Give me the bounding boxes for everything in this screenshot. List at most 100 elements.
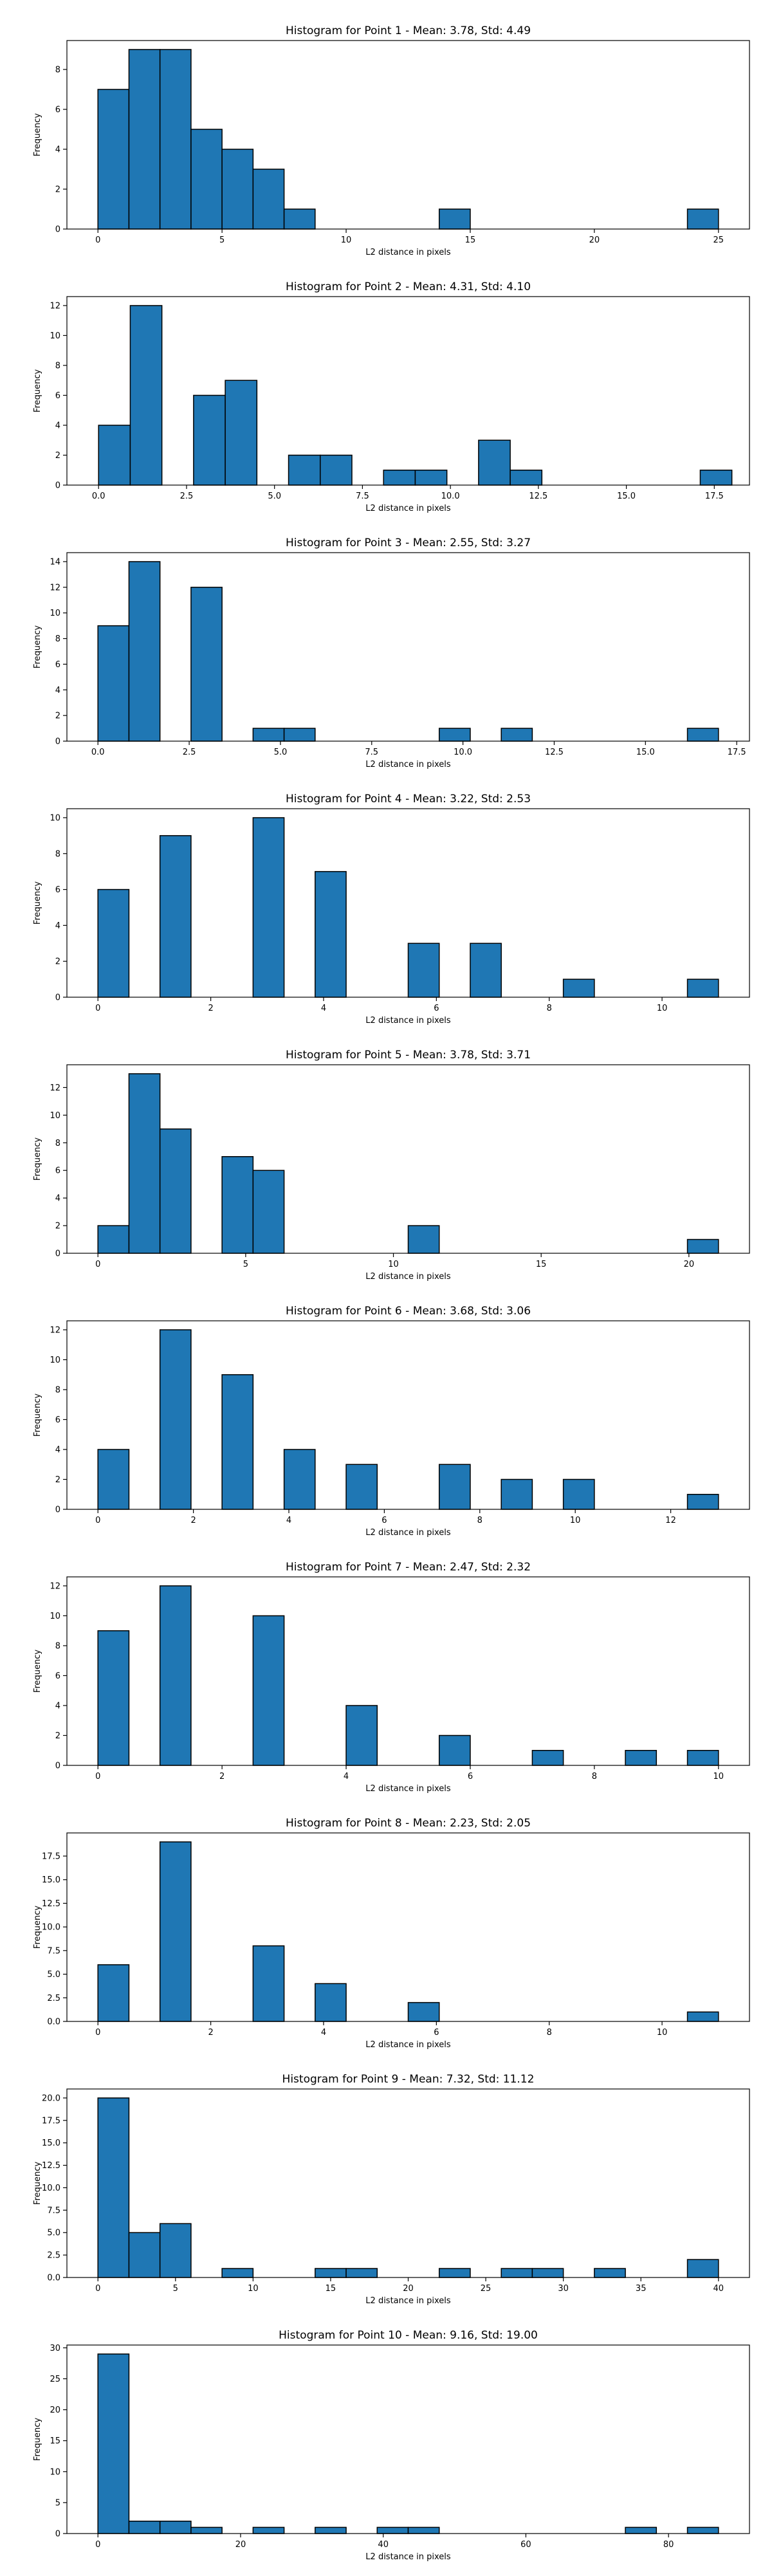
y-tick-label: 12 (50, 1581, 60, 1591)
x-axis-label: L2 distance in pixels (365, 2552, 451, 2562)
y-tick-label: 4 (55, 421, 60, 430)
x-tick-label: 0 (95, 235, 100, 245)
y-tick-label: 0 (55, 1505, 60, 1515)
y-tick-label: 30 (50, 2344, 60, 2353)
y-tick-label: 2.5 (47, 2251, 60, 2261)
histogram-bar (407, 943, 440, 998)
y-tick-label: 12 (50, 301, 60, 311)
y-tick-label: 0 (55, 737, 60, 747)
x-tick-label: 8 (592, 1772, 597, 1781)
x-tick-label: 10 (657, 1004, 668, 1013)
histogram-bar (190, 2526, 223, 2534)
y-axis-label: Frequency (33, 113, 42, 156)
histogram-bar (128, 1073, 161, 1254)
x-tick-label: 0 (95, 1004, 100, 1013)
y-tick-label: 7.5 (47, 1946, 60, 1956)
histogram-bar (686, 1749, 719, 1766)
histogram-bar (97, 1449, 130, 1510)
y-tick-label: 20.0 (42, 2093, 60, 2103)
y-axis-label: Frequency (33, 1137, 42, 1181)
histogram-bar (562, 979, 595, 998)
axes-frame (66, 552, 750, 742)
x-tick-label: 0 (95, 2028, 100, 2038)
axes-frame (66, 808, 750, 998)
x-tick-label: 2 (208, 1004, 213, 1013)
x-tick-label: 5.0 (274, 748, 288, 757)
x-tick-label: 4 (321, 2028, 326, 2038)
x-tick-label: 6 (434, 2028, 439, 2038)
y-tick-label: 4 (55, 921, 60, 931)
histogram-bar (510, 469, 543, 486)
y-tick-label: 17.5 (42, 2116, 60, 2126)
x-tick-label: 7.5 (365, 748, 378, 757)
x-axis-label: L2 distance in pixels (365, 2040, 451, 2050)
y-tick-label: 15.0 (42, 2139, 60, 2148)
histogram-panel-7: Histogram for Point 7 - Mean: 2.47, Std:… (33, 1561, 750, 1794)
histogram-bar (159, 2521, 192, 2534)
histogram-bar (159, 2223, 192, 2278)
histogram-bar (190, 587, 223, 742)
x-tick-label: 5 (173, 2284, 178, 2294)
y-axis-label: Frequency (33, 1906, 42, 1949)
histogram-bar (320, 454, 353, 486)
y-axis-label: Frequency (33, 2418, 42, 2461)
chart-title: Histogram for Point 4 - Mean: 3.22, Std:… (286, 793, 531, 805)
y-tick-label: 10 (50, 1111, 60, 1121)
histogram-bar (283, 1449, 316, 1510)
y-tick-label: 10 (50, 2467, 60, 2477)
x-tick-label: 0 (95, 1772, 100, 1781)
y-tick-label: 2.5 (47, 1994, 60, 2003)
y-tick-label: 6 (55, 1671, 60, 1681)
histogram-bar (252, 2526, 285, 2534)
y-tick-label: 4 (55, 1445, 60, 1455)
x-tick-label: 17.5 (728, 748, 746, 757)
histogram-bar (625, 2526, 657, 2534)
y-tick-label: 0 (55, 2530, 60, 2539)
y-tick-label: 8 (55, 849, 60, 859)
x-tick-label: 4 (286, 1516, 291, 1525)
y-axis-label: Frequency (33, 2162, 42, 2205)
y-tick-label: 10.0 (42, 1923, 60, 1933)
x-tick-label: 2 (190, 1516, 196, 1525)
histogram-panel-2: Histogram for Point 2 - Mean: 4.31, Std:… (33, 281, 750, 513)
chart-title: Histogram for Point 10 - Mean: 9.16, Std… (279, 2329, 538, 2342)
histogram-bar (193, 394, 226, 486)
y-tick-label: 5.0 (47, 1970, 60, 1980)
histogram-bar (501, 1478, 533, 1510)
y-tick-label: 8 (55, 1641, 60, 1651)
histogram-bar (221, 1155, 254, 1254)
histogram-bar (686, 208, 719, 230)
x-tick-label: 0 (95, 1516, 100, 1525)
histogram-bar (531, 2268, 564, 2278)
y-tick-label: 7.5 (47, 2206, 60, 2216)
histogram-bar (501, 728, 533, 742)
chart-title: Histogram for Point 9 - Mean: 7.32, Std:… (282, 2073, 535, 2086)
histogram-bar (407, 2001, 440, 2022)
histogram-bar (97, 1225, 130, 1254)
x-tick-label: 2.5 (180, 492, 194, 501)
histogram-bar (383, 469, 416, 486)
x-axis-label: L2 distance in pixels (365, 504, 451, 513)
histogram-bar (315, 1983, 347, 2022)
x-tick-label: 2 (208, 2028, 213, 2038)
x-axis-label: L2 distance in pixels (365, 248, 451, 257)
x-tick-label: 30 (558, 2284, 569, 2294)
x-tick-label: 6 (468, 1772, 473, 1781)
histogram-bar (686, 1493, 719, 1510)
y-tick-label: 10 (50, 1612, 60, 1621)
x-tick-label: 15 (536, 1260, 547, 1269)
histogram-bar (159, 1329, 192, 1510)
histogram-bar (97, 2353, 130, 2534)
x-tick-label: 4 (344, 1772, 349, 1781)
histogram-panel-3: Histogram for Point 3 - Mean: 2.55, Std:… (33, 537, 750, 769)
histogram-bar (686, 728, 719, 742)
y-tick-label: 4 (55, 145, 60, 154)
x-tick-label: 20 (589, 235, 600, 245)
histogram-bar (315, 870, 347, 998)
x-tick-label: 25 (713, 235, 724, 245)
x-tick-label: 0 (95, 2284, 100, 2294)
histogram-bar (159, 1841, 192, 2022)
x-tick-label: 60 (520, 2540, 531, 2550)
histogram-bar (345, 1464, 378, 1510)
